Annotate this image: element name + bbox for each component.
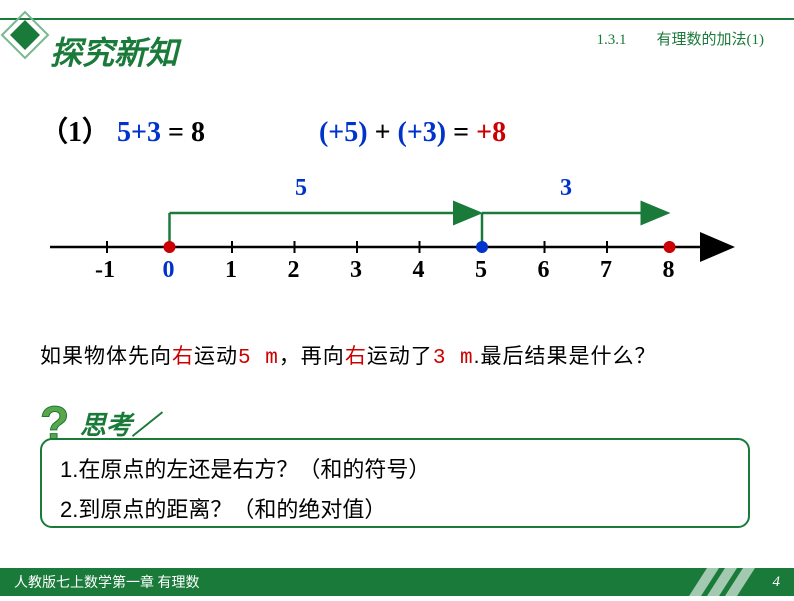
tick-label: 8 xyxy=(663,257,675,284)
tick-label: 4 xyxy=(413,257,425,284)
eq-prefix: （1） xyxy=(40,117,110,148)
chapter-reference: 1.3.1 有理数的加法(1) xyxy=(597,28,765,49)
eq-simple-result: 8 xyxy=(191,117,205,148)
question-sentence: 如果物体先向右运动5 m，再向右运动了3 m.最后结果是什么？ xyxy=(40,340,656,370)
eq-signed-plus: + xyxy=(375,117,391,148)
eq-signed-p1: (+5) xyxy=(319,117,368,148)
eq-signed-result: +8 xyxy=(476,117,506,148)
think-questions-box: 1.在原点的左还是右方？（和的符号） 2.到原点的距离？（和的绝对值） xyxy=(40,438,750,528)
tick-label: 5 xyxy=(475,257,487,284)
think-q1: 1.在原点的左还是右方？（和的符号） xyxy=(60,450,730,490)
footer-stripe-decoration xyxy=(689,568,759,596)
tick-label: 3 xyxy=(350,257,362,284)
tick-label: 7 xyxy=(600,257,612,284)
footer-text: 人教版七上数学第一章 有理数 xyxy=(14,572,200,592)
number-line-svg xyxy=(40,175,740,295)
tick-label: 2 xyxy=(288,257,300,284)
arrow-label-5: 5 xyxy=(295,175,307,202)
think-heading: 思考／ xyxy=(80,405,158,442)
footer-bar: 人教版七上数学第一章 有理数 4 xyxy=(0,568,794,596)
eq-signed-p2: (+3) xyxy=(398,117,447,148)
arrow-label-3: 3 xyxy=(560,175,572,202)
tick-label: 6 xyxy=(538,257,550,284)
tick-label: -1 xyxy=(95,257,115,284)
think-q2: 2.到原点的距离？（和的绝对值） xyxy=(60,490,730,530)
number-line: 5 3 -1 0 1 2 3 4 5 6 7 8 xyxy=(40,175,740,295)
footer-page-number: 4 xyxy=(773,574,781,591)
equation-row: （1） 5+3 = 8 (+5) + (+3) = +8 xyxy=(40,110,506,150)
eq-simple-eq: = xyxy=(168,117,184,148)
header-top-rule xyxy=(0,0,794,20)
tick-label: 0 xyxy=(163,257,175,284)
section-title: 探究新知 xyxy=(50,28,178,74)
corner-diamond-icon xyxy=(0,10,50,60)
eq-signed-eq: = xyxy=(453,117,469,148)
eq-simple-lhs: 5+3 xyxy=(117,117,161,148)
tick-label: 1 xyxy=(225,257,237,284)
